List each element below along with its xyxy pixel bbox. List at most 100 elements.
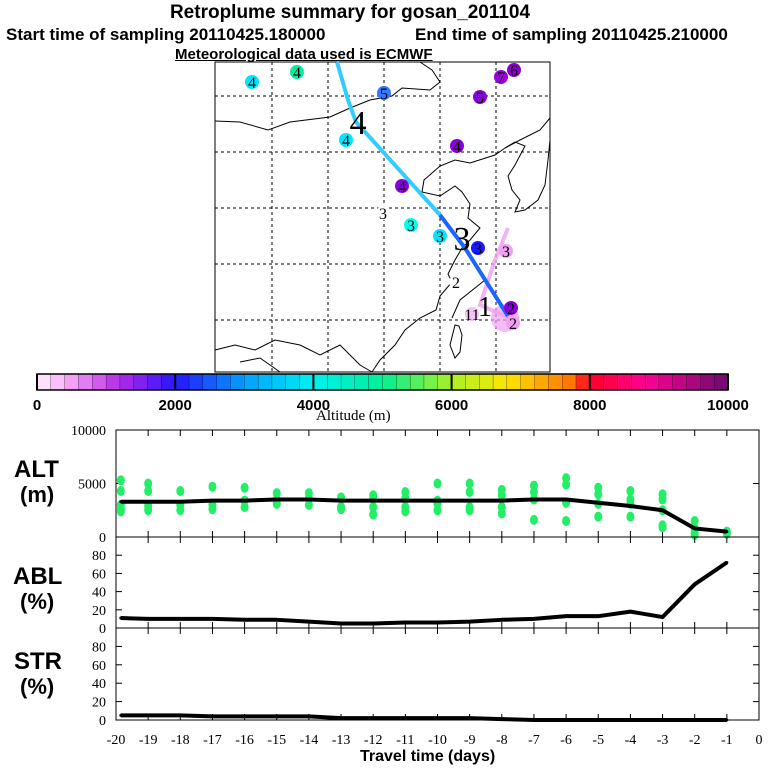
y-tick-label: 60 xyxy=(92,659,106,674)
map-marker-label: 2 xyxy=(452,275,460,292)
series-point-str xyxy=(693,718,697,722)
coastline xyxy=(504,139,551,213)
x-tick-label: -20 xyxy=(107,733,126,748)
series-point-str xyxy=(532,718,536,722)
altitude-particle-dot xyxy=(690,515,699,526)
x-tick-label: -14 xyxy=(300,733,319,748)
series-point-abl xyxy=(210,617,214,621)
trajectory-day-label: 3 xyxy=(454,221,471,258)
y-tick-label: 40 xyxy=(92,586,106,601)
series-point-abl xyxy=(275,618,279,622)
map-marker-label: 5 xyxy=(380,86,388,103)
series-point-abl xyxy=(146,617,150,621)
colorbar-tick-label: 8000 xyxy=(573,397,606,414)
map-marker xyxy=(376,206,390,220)
map-marker xyxy=(339,133,353,147)
series-point-abl xyxy=(661,615,665,619)
series-point-abl xyxy=(371,621,375,625)
x-tick-label: -1 xyxy=(721,733,733,748)
trajectory-cyan xyxy=(335,61,442,217)
x-tick-label: -15 xyxy=(267,733,286,748)
colorbar-tick-label: 10000 xyxy=(707,397,749,414)
series-point-abl xyxy=(307,620,311,624)
altitude-particle-dot xyxy=(240,502,249,513)
y-tick-label: 0 xyxy=(99,622,106,637)
x-tick-label: -5 xyxy=(592,733,604,748)
series-point-alt xyxy=(307,498,311,502)
series-point-alt xyxy=(119,500,123,504)
series-point-str xyxy=(243,714,247,718)
x-tick-label: -18 xyxy=(171,733,190,748)
map-marker-label: 11 xyxy=(464,307,479,324)
y-tick-label: 0 xyxy=(99,531,106,546)
y-tick-label: 20 xyxy=(92,604,106,619)
map-marker-label: 2 xyxy=(509,316,517,333)
series-point-abl xyxy=(532,617,536,621)
map-marker-label: 4 xyxy=(342,133,350,150)
altitude-particle-dot xyxy=(465,478,474,489)
altitude-particle-dot xyxy=(658,494,667,505)
map-marker xyxy=(471,241,485,255)
end-time: End time of sampling 20110425.210000 xyxy=(415,25,728,44)
colorbar-tick-label: 6000 xyxy=(435,397,468,414)
x-tick-label: -17 xyxy=(203,733,222,748)
altitude-particle-dot xyxy=(529,514,538,525)
altitude-particle-dot xyxy=(144,485,153,496)
altitude-particle-dot xyxy=(465,487,474,498)
series-point-alt xyxy=(210,499,214,503)
series-point-abl xyxy=(178,617,182,621)
series-point-alt xyxy=(146,500,150,504)
y-tick-label: 5000 xyxy=(78,478,106,493)
series-point-abl xyxy=(436,621,439,625)
map-marker-label: 3 xyxy=(474,241,482,258)
altitude-particle-dot xyxy=(116,475,125,486)
series-point-alt xyxy=(500,499,504,503)
series-point-abl xyxy=(564,614,568,618)
altitude-particle-dot xyxy=(116,506,125,517)
altitude-particle-dot xyxy=(562,515,571,526)
altitude-particle-dot xyxy=(497,490,506,501)
series-point-str xyxy=(500,717,504,721)
coastline xyxy=(239,357,281,373)
series-point-str xyxy=(210,714,214,718)
colorbar-tick-label: 0 xyxy=(33,397,41,414)
altitude-particle-dot xyxy=(433,478,442,489)
x-tick-label: -16 xyxy=(235,733,254,748)
altitude-particle-dot xyxy=(433,505,442,516)
coastline xyxy=(449,324,463,359)
map-marker xyxy=(290,65,304,79)
series-point-alt xyxy=(628,504,632,508)
map-marker-label: 5 xyxy=(476,90,484,107)
map-marker-label: 6 xyxy=(510,63,518,80)
map-marker xyxy=(449,275,463,289)
series-point-str xyxy=(564,718,568,722)
altitude-particle-dot xyxy=(176,485,185,496)
map-marker xyxy=(507,63,521,77)
series-point-str xyxy=(725,718,729,722)
map-marker-label: 4 xyxy=(453,139,461,156)
x-tick-label: -13 xyxy=(332,733,351,748)
altitude-particle-dot xyxy=(208,504,217,515)
series-point-alt xyxy=(403,499,407,503)
colorbar-tick-label: 2000 xyxy=(159,397,192,414)
coastline xyxy=(214,339,373,373)
x-tick-label: -12 xyxy=(364,733,383,748)
series-point-abl xyxy=(693,582,697,586)
map-marker xyxy=(506,316,520,330)
map-marker-label: 3 xyxy=(407,218,415,235)
series-point-alt xyxy=(661,508,665,512)
altitude-particle-dot xyxy=(594,489,603,500)
map-marker-label: 4 xyxy=(248,75,256,92)
series-line-str xyxy=(120,713,727,722)
y-tick-label: 80 xyxy=(92,549,106,564)
x-tick-label: -3 xyxy=(657,733,669,748)
map-marker-label: 3 xyxy=(436,229,444,246)
series-point-str xyxy=(403,716,407,720)
altitude-particle-dot xyxy=(337,504,346,515)
altitude-particle-dot xyxy=(116,485,125,496)
map-marker xyxy=(499,244,513,258)
y-tick-label: 40 xyxy=(92,677,106,692)
series-point-str xyxy=(119,713,123,717)
